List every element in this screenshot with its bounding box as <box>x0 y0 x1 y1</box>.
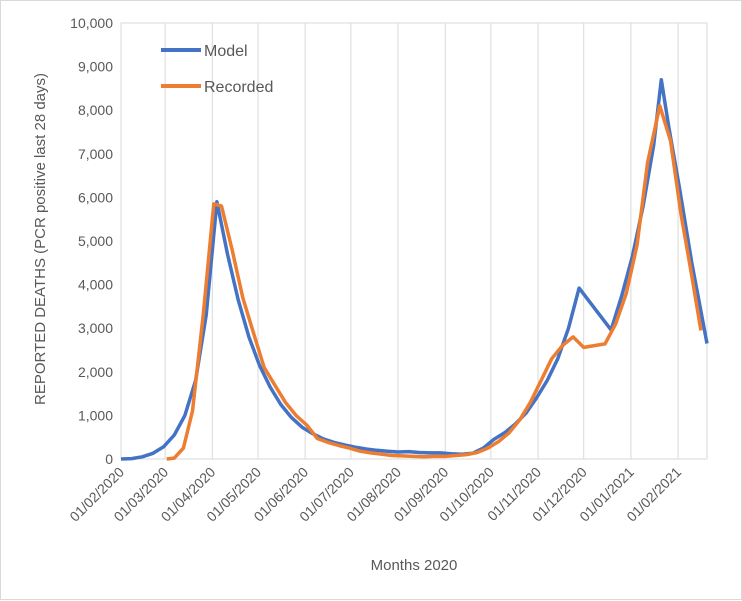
y-tick-label: 6,000 <box>78 189 113 205</box>
y-tick-label: 8,000 <box>78 102 113 118</box>
y-tick-label: 4,000 <box>78 277 113 293</box>
legend: Model Recorded <box>161 43 273 96</box>
y-tick-label: 1,000 <box>78 407 113 423</box>
legend-label-recorded: Recorded <box>204 79 273 96</box>
y-tick-label: 9,000 <box>78 59 113 75</box>
y-tick-label: 2,000 <box>78 364 113 380</box>
x-axis-ticks: 01/02/202001/03/202001/04/202001/05/2020… <box>66 464 684 525</box>
y-tick-label: 3,000 <box>78 320 113 336</box>
y-axis-ticks: 0 1,000 2,000 3,000 4,000 5,000 6,000 7,000 8,00… <box>70 15 113 467</box>
series-lines <box>120 77 709 461</box>
y-tick-label: 0 <box>105 451 113 467</box>
x-axis-title: Months 2020 <box>371 557 458 574</box>
legend-label-model: Model <box>204 43 248 60</box>
y-tick-label: 10,000 <box>70 15 113 31</box>
y-axis-title: REPORTED DEATHS (PCR positive last 28 da… <box>32 73 49 405</box>
y-tick-label: 7,000 <box>78 146 113 162</box>
series-line-recorded <box>166 104 703 461</box>
series-line-model <box>120 77 709 461</box>
y-tick-label: 5,000 <box>78 233 113 249</box>
